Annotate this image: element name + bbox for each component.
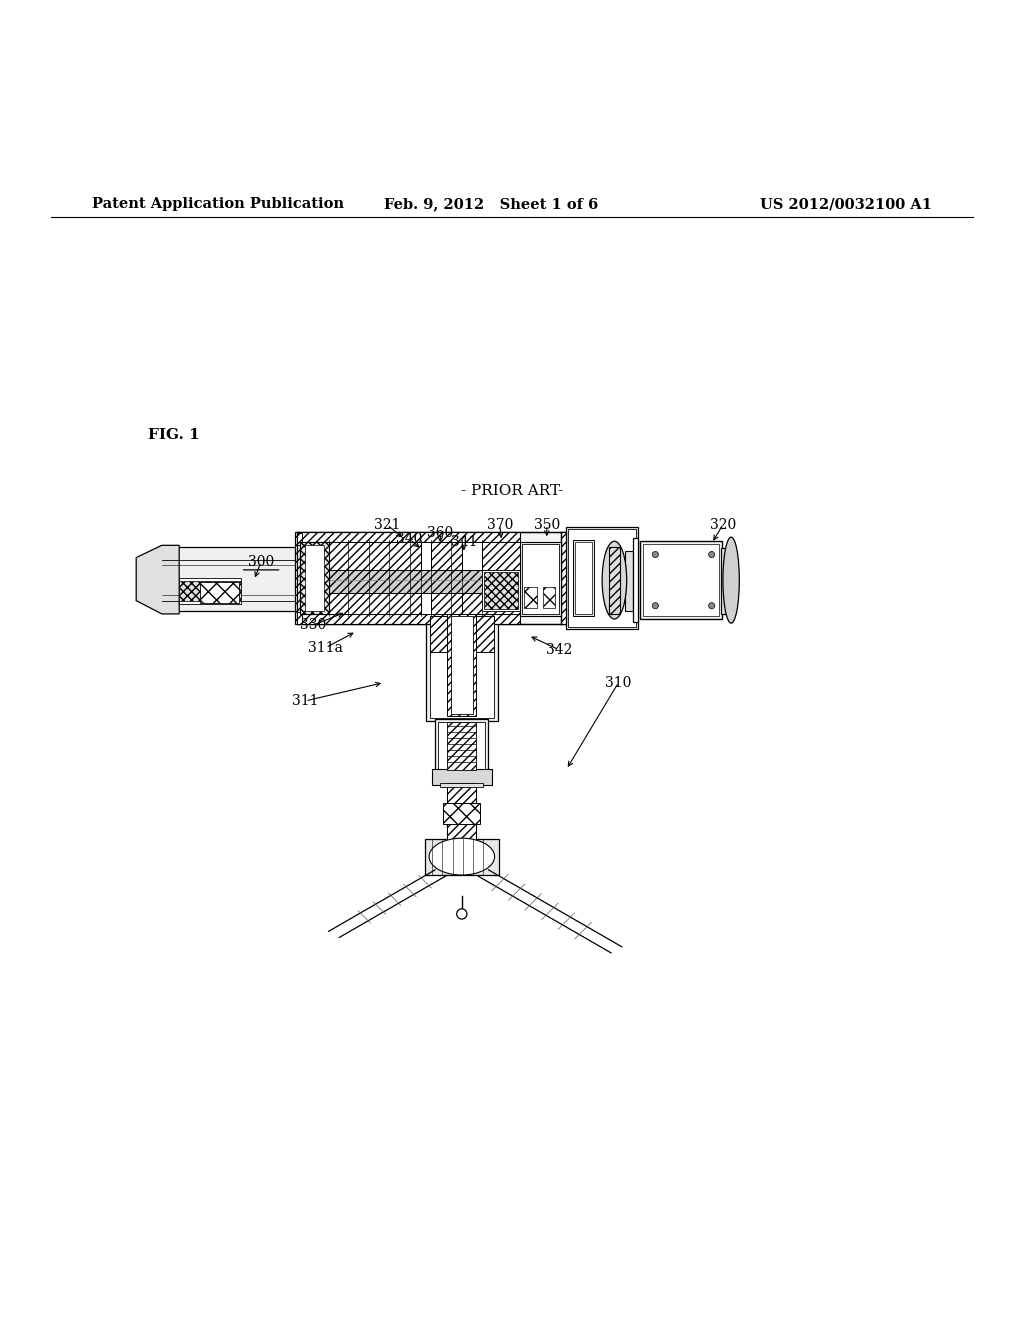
Bar — [421, 543, 431, 570]
Text: 342: 342 — [546, 643, 572, 657]
Bar — [484, 572, 518, 609]
Bar — [300, 543, 329, 614]
Text: 360: 360 — [427, 527, 454, 540]
Text: Feb. 9, 2012   Sheet 1 of 6: Feb. 9, 2012 Sheet 1 of 6 — [384, 197, 599, 211]
Bar — [297, 612, 302, 624]
Bar — [643, 544, 719, 616]
Bar — [447, 614, 476, 717]
Ellipse shape — [602, 541, 627, 619]
Bar — [297, 532, 573, 624]
Bar — [305, 545, 324, 611]
Bar — [524, 587, 537, 607]
Text: Patent Application Publication: Patent Application Publication — [92, 197, 344, 211]
Bar — [329, 570, 520, 594]
Text: 330: 330 — [300, 618, 327, 632]
Text: US 2012/0032100 A1: US 2012/0032100 A1 — [760, 197, 932, 211]
Bar — [432, 768, 492, 785]
Text: 370: 370 — [486, 517, 513, 532]
Bar — [300, 532, 520, 543]
Text: 320: 320 — [710, 517, 736, 532]
Bar — [435, 719, 488, 772]
Text: 310: 310 — [605, 676, 632, 689]
Circle shape — [457, 909, 467, 919]
Bar — [438, 722, 485, 770]
Bar — [451, 616, 473, 714]
Bar — [179, 578, 241, 603]
Text: 311a: 311a — [308, 640, 343, 655]
Bar — [640, 541, 722, 619]
Bar — [430, 622, 494, 718]
Bar — [297, 533, 302, 545]
Bar — [721, 548, 731, 614]
Text: - PRIOR ART-: - PRIOR ART- — [461, 484, 563, 498]
Circle shape — [652, 603, 658, 609]
Bar — [200, 582, 239, 603]
Bar — [426, 619, 498, 722]
Text: 311: 311 — [292, 694, 318, 708]
Bar — [575, 543, 592, 614]
Bar — [431, 594, 462, 614]
Bar — [447, 783, 476, 845]
Bar — [462, 543, 482, 570]
Bar — [329, 594, 421, 614]
Bar — [568, 529, 636, 627]
Bar — [473, 616, 494, 652]
Ellipse shape — [723, 537, 739, 623]
Bar — [440, 783, 483, 787]
Bar — [162, 548, 297, 611]
Bar — [443, 804, 480, 824]
Bar — [447, 722, 476, 770]
Text: 340: 340 — [396, 532, 423, 546]
Bar — [522, 544, 559, 614]
Bar — [425, 840, 499, 875]
Circle shape — [709, 603, 715, 609]
Bar — [566, 527, 638, 630]
Text: 321: 321 — [374, 517, 400, 532]
Bar — [421, 594, 431, 614]
Polygon shape — [136, 545, 179, 614]
Text: 341: 341 — [451, 535, 477, 549]
Circle shape — [709, 552, 715, 557]
Text: 350: 350 — [534, 517, 560, 532]
Bar — [462, 594, 520, 614]
Bar — [300, 614, 520, 624]
Bar — [482, 543, 520, 570]
Bar — [573, 540, 594, 616]
Bar — [543, 587, 555, 607]
Bar — [609, 548, 620, 614]
Bar — [431, 543, 462, 570]
Bar — [625, 552, 633, 611]
Bar — [633, 539, 638, 622]
Bar — [561, 532, 566, 624]
Bar — [329, 543, 421, 570]
Bar — [482, 570, 520, 611]
Text: FIG. 1: FIG. 1 — [148, 428, 201, 442]
Bar — [430, 616, 451, 652]
Text: 300: 300 — [248, 554, 274, 569]
Bar — [520, 543, 561, 616]
Bar — [295, 532, 300, 624]
Circle shape — [652, 552, 658, 557]
Bar — [179, 581, 241, 601]
Ellipse shape — [429, 838, 495, 875]
